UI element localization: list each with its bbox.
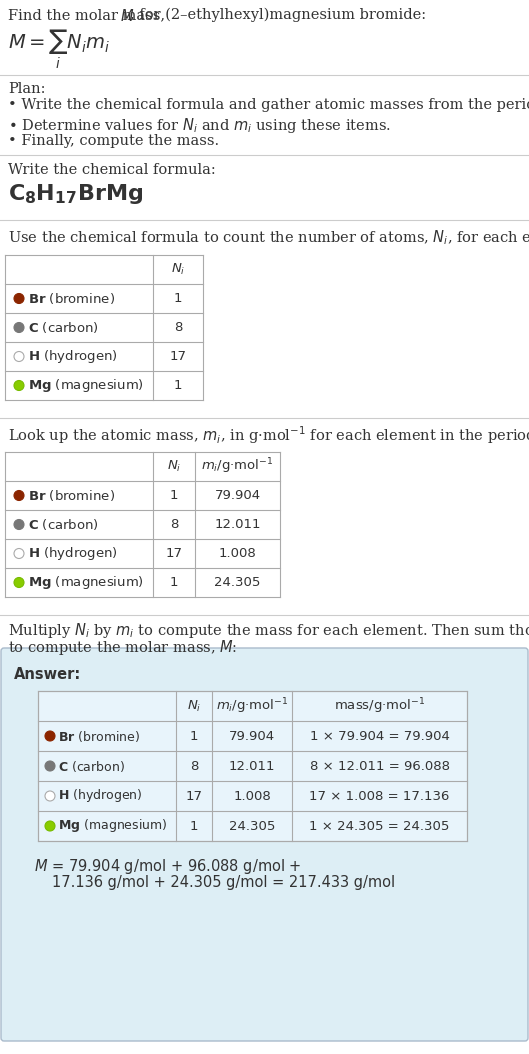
Text: $\mathbf{C}$ (carbon): $\mathbf{C}$ (carbon): [58, 759, 125, 774]
Text: Write the chemical formula:: Write the chemical formula:: [8, 163, 216, 177]
Text: 1: 1: [170, 575, 178, 589]
Text: , for (2–ethylhexyl)magnesium bromide:: , for (2–ethylhexyl)magnesium bromide:: [130, 8, 426, 22]
Text: $m_i$/g·mol$^{-1}$: $m_i$/g·mol$^{-1}$: [201, 456, 273, 476]
Circle shape: [14, 293, 24, 304]
Text: $\mathbf{H}$ (hydrogen): $\mathbf{H}$ (hydrogen): [58, 787, 143, 804]
Text: $\mathbf{H}$ (hydrogen): $\mathbf{H}$ (hydrogen): [28, 348, 117, 365]
FancyBboxPatch shape: [1, 648, 528, 1041]
Text: 1: 1: [174, 292, 183, 305]
Circle shape: [45, 790, 55, 801]
Text: 17: 17: [186, 789, 203, 802]
Circle shape: [14, 520, 24, 529]
Text: 24.305: 24.305: [229, 820, 275, 833]
Text: $M = \sum_i N_i m_i$: $M = \sum_i N_i m_i$: [8, 28, 110, 72]
Text: Multiply $N_i$ by $m_i$ to compute the mass for each element. Then sum those val: Multiply $N_i$ by $m_i$ to compute the m…: [8, 621, 529, 640]
Text: $\mathbf{H}$ (hydrogen): $\mathbf{H}$ (hydrogen): [28, 545, 117, 562]
Text: $\mathbf{Mg}$ (magnesium): $\mathbf{Mg}$ (magnesium): [28, 377, 144, 394]
Text: $\mathbf{Br}$ (bromine): $\mathbf{Br}$ (bromine): [28, 291, 115, 306]
Text: $M$: $M$: [120, 8, 134, 24]
Text: Answer:: Answer:: [14, 667, 81, 682]
Text: 12.011: 12.011: [214, 518, 261, 531]
Text: $\mathbf{C_8H_{17}}$$\mathbf{BrMg}$: $\mathbf{C_8H_{17}}$$\mathbf{BrMg}$: [8, 182, 143, 206]
Text: $\mathbf{Br}$ (bromine): $\mathbf{Br}$ (bromine): [28, 488, 115, 503]
Circle shape: [45, 761, 55, 770]
Text: 8: 8: [174, 321, 182, 334]
Text: 24.305: 24.305: [214, 575, 261, 589]
Circle shape: [45, 821, 55, 831]
Text: Find the molar mass,: Find the molar mass,: [8, 8, 170, 22]
Text: $\mathbf{Mg}$ (magnesium): $\mathbf{Mg}$ (magnesium): [28, 574, 144, 591]
Text: $N_i$: $N_i$: [171, 262, 185, 277]
Text: • Write the chemical formula and gather atomic masses from the periodic table.: • Write the chemical formula and gather …: [8, 98, 529, 112]
Text: $N_i$: $N_i$: [187, 699, 201, 714]
Text: 8: 8: [190, 760, 198, 773]
Text: 17 × 1.008 = 17.136: 17 × 1.008 = 17.136: [309, 789, 450, 802]
Text: $\mathbf{C}$ (carbon): $\mathbf{C}$ (carbon): [28, 320, 99, 335]
Circle shape: [14, 351, 24, 362]
Circle shape: [14, 548, 24, 559]
Text: 17.136 g/mol + 24.305 g/mol = 217.433 g/mol: 17.136 g/mol + 24.305 g/mol = 217.433 g/…: [52, 875, 395, 890]
Text: 17: 17: [169, 350, 187, 363]
Circle shape: [14, 490, 24, 501]
Text: $\mathbf{Br}$ (bromine): $\mathbf{Br}$ (bromine): [58, 728, 140, 743]
Circle shape: [14, 323, 24, 332]
Circle shape: [14, 380, 24, 390]
Text: • Determine values for $N_i$ and $m_i$ using these items.: • Determine values for $N_i$ and $m_i$ u…: [8, 116, 391, 135]
Text: $M$ = 79.904 g/mol + 96.088 g/mol +: $M$ = 79.904 g/mol + 96.088 g/mol +: [34, 857, 302, 876]
Text: 12.011: 12.011: [229, 760, 275, 773]
Text: 1 × 79.904 = 79.904: 1 × 79.904 = 79.904: [309, 729, 450, 742]
Text: Look up the atomic mass, $m_i$, in g·mol$^{-1}$ for each element in the periodic: Look up the atomic mass, $m_i$, in g·mol…: [8, 424, 529, 446]
Text: $\mathbf{C}$ (carbon): $\mathbf{C}$ (carbon): [28, 518, 99, 532]
Text: Use the chemical formula to count the number of atoms, $N_i$, for each element:: Use the chemical formula to count the nu…: [8, 228, 529, 247]
Text: 1 × 24.305 = 24.305: 1 × 24.305 = 24.305: [309, 820, 450, 833]
Text: $\mathbf{Mg}$ (magnesium): $\mathbf{Mg}$ (magnesium): [58, 818, 168, 835]
Circle shape: [45, 731, 55, 741]
Text: 17: 17: [166, 547, 183, 560]
Text: $N_i$: $N_i$: [167, 458, 181, 474]
Text: 79.904: 79.904: [214, 489, 261, 502]
Bar: [38, 691, 467, 841]
Text: mass/g·mol$^{-1}$: mass/g·mol$^{-1}$: [334, 697, 425, 716]
Text: 8: 8: [170, 518, 178, 531]
Text: $m_i$/g·mol$^{-1}$: $m_i$/g·mol$^{-1}$: [216, 697, 288, 716]
Circle shape: [14, 578, 24, 587]
Text: 8 × 12.011 = 96.088: 8 × 12.011 = 96.088: [309, 760, 450, 773]
Text: 1.008: 1.008: [233, 789, 271, 802]
Text: • Finally, compute the mass.: • Finally, compute the mass.: [8, 134, 219, 148]
Text: 1: 1: [190, 820, 198, 833]
Text: to compute the molar mass, $M$:: to compute the molar mass, $M$:: [8, 638, 238, 657]
Text: 1: 1: [190, 729, 198, 742]
Text: 1: 1: [174, 379, 183, 392]
Text: 1.008: 1.008: [218, 547, 257, 560]
Text: Plan:: Plan:: [8, 82, 45, 96]
Text: 79.904: 79.904: [229, 729, 275, 742]
Text: 1: 1: [170, 489, 178, 502]
